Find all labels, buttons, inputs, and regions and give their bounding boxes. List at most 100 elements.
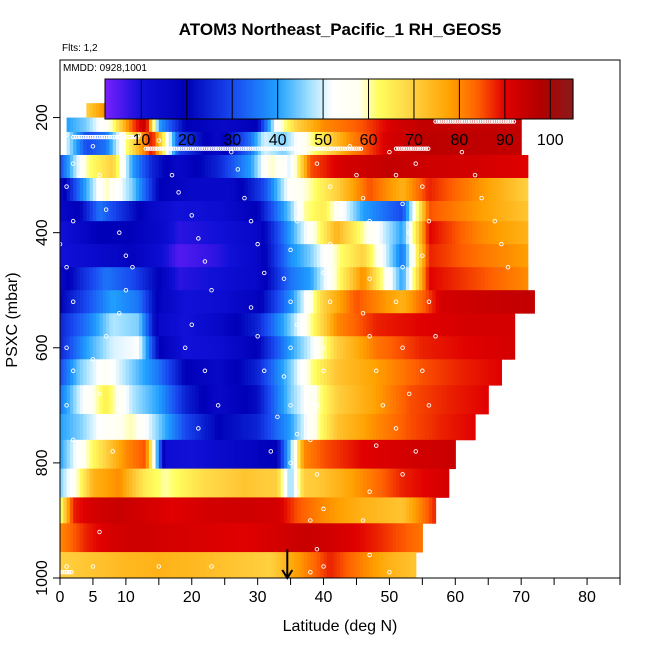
heatmap-cell — [172, 201, 176, 222]
heatmap-cell — [201, 523, 206, 553]
obs-point — [275, 414, 280, 420]
heatmap-cell — [129, 221, 134, 245]
heatmap-cell — [382, 439, 387, 470]
heatmap-cell — [445, 221, 450, 245]
heatmap-cell — [139, 439, 143, 470]
heatmap-cell — [254, 552, 259, 578]
heatmap-cell — [494, 117, 499, 133]
heatmap-cell — [336, 244, 341, 268]
heatmap-cell — [303, 468, 308, 498]
obs-point — [373, 368, 379, 374]
heatmap-cell — [175, 131, 180, 156]
heatmap-cell — [257, 201, 262, 222]
heatmap-cell — [468, 359, 473, 386]
flight-track-point — [484, 119, 489, 124]
heatmap-cell — [287, 177, 292, 202]
heatmap-cell — [372, 552, 377, 578]
heatmap-cell — [409, 359, 414, 386]
heatmap-cell — [484, 131, 489, 156]
heatmap-cell — [69, 131, 74, 156]
heatmap-cell — [152, 497, 157, 524]
heatmap-cell — [96, 523, 101, 553]
heatmap-cell — [290, 468, 295, 498]
heatmap-cell — [511, 154, 516, 179]
heatmap-cell — [135, 468, 140, 498]
heatmap-cell — [208, 154, 213, 179]
heatmap-cell — [501, 267, 506, 291]
heatmap-cell — [69, 552, 74, 578]
colorbar-swatch — [545, 79, 549, 119]
heatmap-cell — [396, 131, 400, 156]
heatmap-cell — [343, 177, 348, 202]
flight-track-point — [143, 146, 148, 151]
obs-point — [281, 172, 287, 178]
heatmap-cell — [69, 313, 74, 337]
colorbar-swatch — [552, 79, 556, 119]
colorbar-swatch — [166, 79, 170, 119]
heatmap-cell — [204, 359, 209, 386]
heatmap-cell — [343, 201, 348, 222]
heatmap-cell — [372, 267, 377, 291]
heatmap-cell — [366, 244, 371, 268]
heatmap-cell — [76, 154, 81, 179]
heatmap-cell — [287, 244, 292, 268]
heatmap-cell — [73, 177, 78, 202]
heatmap-cell — [442, 385, 447, 415]
heatmap-cell — [274, 201, 279, 222]
obs-point — [347, 144, 353, 149]
heatmap-cell — [214, 497, 219, 524]
heatmap-cell — [442, 359, 447, 386]
heatmap-cell — [445, 359, 450, 386]
heatmap-cell — [106, 385, 111, 415]
heatmap-cell — [142, 221, 147, 245]
colorbar-swatch — [523, 79, 526, 119]
heatmap-cell — [340, 523, 344, 553]
heatmap-cell — [386, 313, 391, 337]
heatmap-cell — [402, 221, 407, 245]
heatmap-cell — [158, 359, 163, 386]
flight-track-point — [426, 146, 431, 151]
obs-point — [97, 529, 102, 535]
heatmap-cell — [66, 523, 71, 553]
heatmap-cell — [198, 313, 203, 337]
heatmap-cell — [300, 201, 305, 222]
heatmap-cell — [185, 221, 190, 245]
heatmap-cell — [343, 131, 348, 156]
heatmap-cell — [415, 244, 420, 268]
colorbar-swatch — [382, 79, 386, 119]
heatmap-cell — [369, 201, 374, 222]
heatmap-cell — [83, 523, 87, 553]
heatmap-cell — [475, 244, 479, 268]
heatmap-cell — [346, 117, 351, 133]
heatmap-cell — [412, 131, 417, 156]
heatmap-cell — [267, 131, 272, 156]
heatmap-cell — [112, 267, 117, 291]
flight-track-point — [423, 146, 429, 151]
heatmap-cell — [129, 117, 134, 133]
heatmap-cell — [376, 221, 381, 245]
colorbar-swatch — [538, 79, 542, 119]
heatmap-cell — [521, 267, 526, 291]
heatmap-cell — [119, 552, 124, 578]
heatmap-cell — [112, 552, 117, 578]
obs-point — [248, 305, 254, 310]
obs-point — [70, 437, 76, 443]
heatmap-cell — [165, 336, 170, 360]
heatmap-cell — [313, 117, 318, 133]
heatmap-cell — [237, 131, 242, 156]
heatmap-cell — [92, 154, 97, 179]
heatmap-cell — [260, 267, 265, 291]
heatmap-cell — [218, 497, 223, 524]
heatmap-cell — [300, 117, 305, 133]
colorbar-swatch — [554, 79, 558, 119]
heatmap-cell — [247, 523, 252, 553]
heatmap-cell — [392, 552, 397, 578]
heatmap-cell — [96, 336, 101, 360]
heatmap-cell — [89, 290, 94, 314]
heatmap-cell — [181, 359, 186, 386]
heatmap-cell — [191, 523, 196, 553]
heatmap-cell — [293, 117, 298, 133]
heatmap-cell — [402, 131, 407, 156]
heatmap-cell — [307, 359, 311, 386]
colorbar-swatch — [400, 79, 404, 119]
